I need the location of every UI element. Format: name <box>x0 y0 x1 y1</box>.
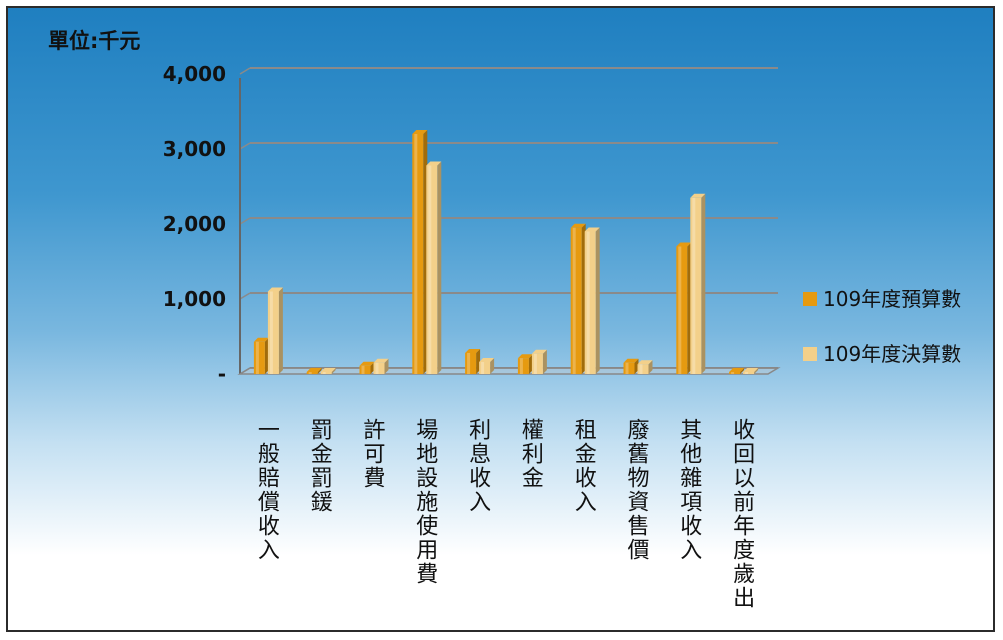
category-label: 一般賠償收入 <box>254 418 280 562</box>
bar-actual <box>531 349 547 374</box>
bar-actual <box>479 358 495 374</box>
legend-label-actual: 109年度決算數 <box>823 342 961 366</box>
bar-actual <box>426 161 442 374</box>
category-label: 其他雜項收入 <box>676 418 702 562</box>
gridline-depth <box>239 217 251 225</box>
legend-swatch-budget <box>803 292 817 306</box>
bar-budget <box>412 130 428 374</box>
unit-label: 單位:千元 <box>48 29 140 53</box>
category-label: 租金收入 <box>571 418 597 514</box>
category-label: 廢舊物資售價 <box>624 418 650 562</box>
bar-budget <box>623 358 639 374</box>
bar-budget <box>359 361 375 374</box>
legend: 109年度預算數 109年度決算數 <box>803 287 961 366</box>
bars <box>253 130 759 374</box>
y-tick-label: 4,000 <box>163 62 226 86</box>
bar-budget <box>253 337 269 374</box>
chart-frame: 單位:千元 - 1,000 2,000 3,000 4,000 一般賠償收入 罰金罰鍰 許可… <box>6 6 995 632</box>
bar-actual <box>637 360 653 374</box>
bar-actual <box>373 358 389 374</box>
bar-budget <box>517 354 533 374</box>
bar-budget <box>306 368 322 374</box>
bar-budget <box>729 368 745 374</box>
bar-budget <box>676 242 692 374</box>
y-tick-label: 3,000 <box>163 137 226 161</box>
y-tick-label: 1,000 <box>163 287 226 311</box>
category-label: 權利金 <box>518 418 544 490</box>
chart: 單位:千元 - 1,000 2,000 3,000 4,000 一般賠償收入 罰金罰鍰 許可… <box>48 29 961 610</box>
category-label: 利息收入 <box>465 418 491 514</box>
category-label: 收回以前年度歲出 <box>729 418 755 610</box>
gridline-depth <box>239 292 251 300</box>
category-label: 罰金罰鍰 <box>307 418 333 514</box>
category-label: 許可費 <box>360 418 386 490</box>
legend-swatch-actual <box>803 347 817 361</box>
bar-actual <box>743 368 759 374</box>
bar-actual <box>690 193 706 374</box>
bar-actual <box>320 368 336 374</box>
bar-budget <box>570 223 586 374</box>
y-tick-label: - <box>218 362 226 386</box>
gridline-depth <box>239 142 251 150</box>
y-axis-ticks: - 1,000 2,000 3,000 4,000 <box>163 62 226 386</box>
y-tick-label: 2,000 <box>163 212 226 236</box>
bar-actual <box>584 227 600 374</box>
gridline-depth <box>239 67 251 75</box>
legend-label-budget: 109年度預算數 <box>823 287 961 311</box>
bar-actual <box>267 287 283 374</box>
category-label: 場地設施使用費 <box>412 418 438 586</box>
category-labels: 一般賠償收入 罰金罰鍰 許可費 場地設施使用費 利息收入 權利金 租金收入 廢舊物資售價 其他雜… <box>254 418 755 610</box>
bar-budget <box>465 349 481 374</box>
